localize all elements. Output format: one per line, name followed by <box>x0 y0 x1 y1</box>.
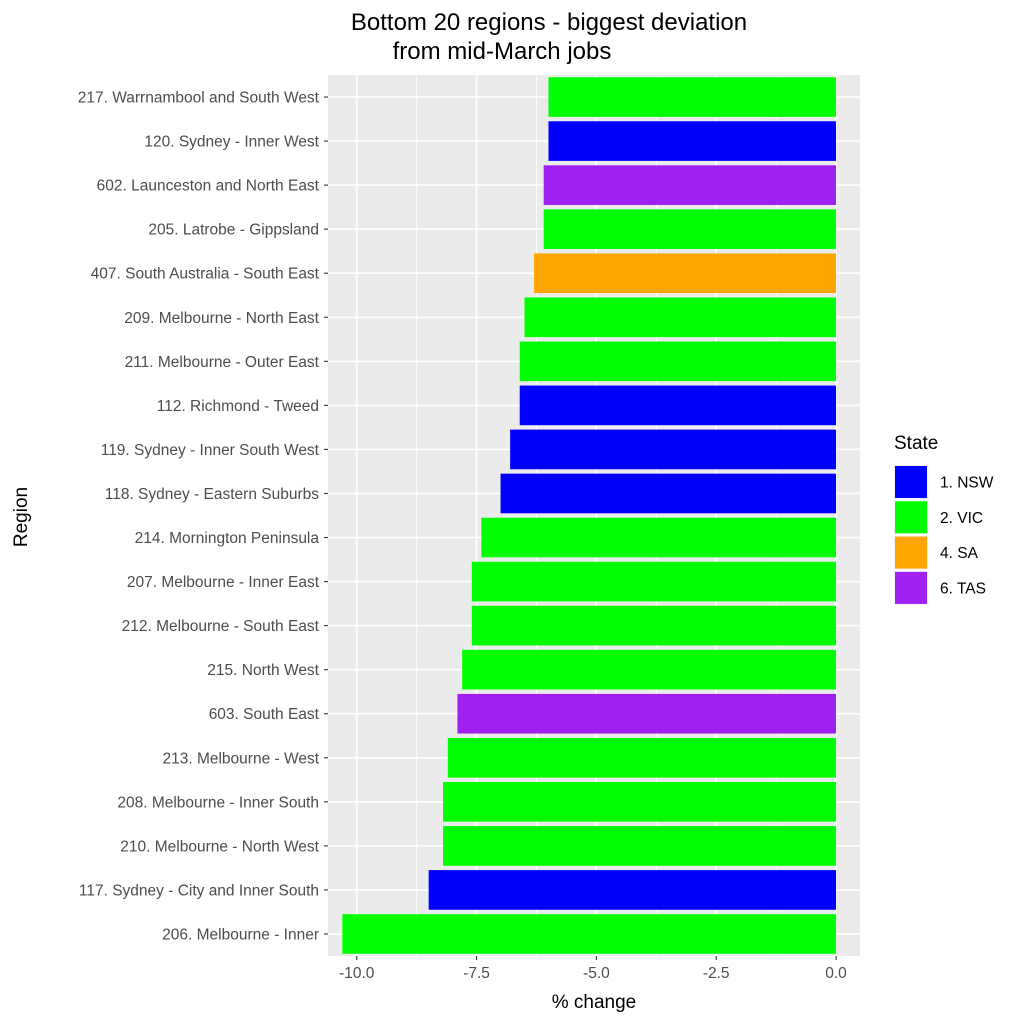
y-tick-label: 213. Melbourne - West <box>162 750 319 767</box>
bars <box>342 77 837 954</box>
bar <box>342 914 837 954</box>
bar <box>548 77 837 117</box>
legend-swatch <box>895 466 927 498</box>
y-tick-label: 206. Melbourne - Inner <box>162 926 319 943</box>
bar <box>428 870 837 910</box>
plot-panel <box>328 75 860 956</box>
y-tick-label: 207. Melbourne - Inner East <box>127 574 320 591</box>
x-tick-label: 0.0 <box>825 965 847 982</box>
y-tick-label: 112. Richmond - Tweed <box>157 398 319 415</box>
y-tick-label: 215. North West <box>207 662 319 679</box>
bar <box>519 385 837 426</box>
y-tick-label: 217. Warrnambool and South West <box>78 90 320 107</box>
chart-title-line-2: from mid-March jobs <box>393 38 612 65</box>
bar <box>510 429 837 470</box>
bar <box>471 561 837 602</box>
y-tick-label: 118. Sydney - Eastern Suburbs <box>105 486 320 503</box>
legend: State 1. NSW 2. VIC 4. SA 6. TAS <box>894 433 994 605</box>
legend-swatch <box>895 536 927 569</box>
x-tick-label: -10.0 <box>339 965 375 982</box>
bar <box>524 297 837 338</box>
legend-swatch <box>895 571 927 604</box>
axes: 217. Warrnambool and South West 120. Sydn… <box>78 90 847 982</box>
bar <box>443 826 837 866</box>
y-tick-label: 117. Sydney - City and Inner South <box>79 882 319 899</box>
bar <box>481 517 837 558</box>
y-tick-label: 211. Melbourne - Outer East <box>125 354 320 371</box>
bar <box>500 473 837 514</box>
y-tick-label: 214. Mornington Peninsula <box>135 530 320 547</box>
bar <box>543 209 837 249</box>
bar <box>457 693 837 734</box>
bar <box>471 605 837 646</box>
bar <box>443 782 837 822</box>
bar <box>534 253 837 294</box>
legend-title: State <box>894 433 938 454</box>
y-axis-title: Region <box>11 487 32 547</box>
y-tick-label: 210. Melbourne - North West <box>120 838 319 855</box>
bar <box>548 121 837 161</box>
y-tick-label: 603. South East <box>209 706 320 723</box>
chart-title-line-1: Bottom 20 regions - biggest deviation <box>351 9 747 36</box>
bar <box>519 341 837 382</box>
y-tick-label: 208. Melbourne - Inner South <box>117 794 319 811</box>
y-tick-label: 602. Launceston and North East <box>97 178 320 195</box>
bar <box>462 649 837 690</box>
bar <box>447 737 837 778</box>
y-tick-label: 212. Melbourne - South East <box>122 618 320 635</box>
legend-swatch <box>895 501 927 534</box>
legend-label: 4. SA <box>940 545 979 562</box>
x-axis-title: % change <box>552 992 637 1013</box>
y-tick-label: 205. Latrobe - Gippsland <box>148 222 319 239</box>
bar <box>543 165 837 205</box>
x-tick-label: -7.5 <box>463 965 490 982</box>
y-tick-label: 407. South Australia - South East <box>91 266 320 283</box>
y-tick-label: 119. Sydney - Inner South West <box>101 442 320 459</box>
x-tick-label: -2.5 <box>703 965 730 982</box>
y-tick-label: 209. Melbourne - North East <box>124 310 319 327</box>
legend-label: 6. TAS <box>940 580 986 597</box>
y-tick-label: 120. Sydney - Inner West <box>144 134 319 151</box>
x-tick-label: -5.0 <box>583 965 610 982</box>
legend-label: 1. NSW <box>940 475 994 492</box>
legend-label: 2. VIC <box>940 510 983 527</box>
